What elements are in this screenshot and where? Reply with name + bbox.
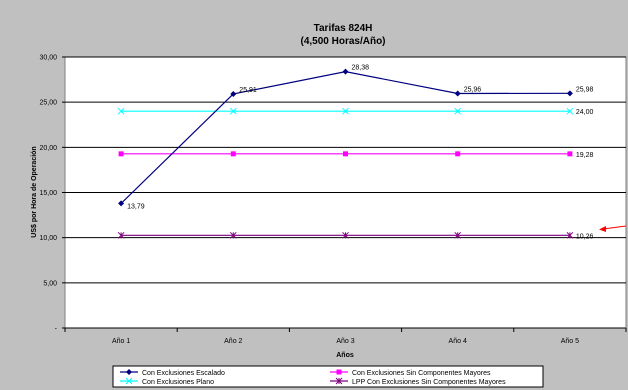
x-axis-title: Años bbox=[336, 352, 354, 359]
data-point bbox=[117, 107, 125, 115]
data-point bbox=[117, 231, 125, 239]
annotation-arrow bbox=[599, 225, 627, 232]
data-label: 25,98 bbox=[576, 86, 594, 93]
data-point bbox=[229, 231, 237, 239]
data-point bbox=[566, 231, 574, 239]
legend-item: Con Exclusiones Escalado bbox=[120, 369, 225, 377]
x-tick-label: Año 3 bbox=[336, 338, 354, 345]
series-2 bbox=[118, 151, 573, 157]
legend-item: LPP Con Exclusiones Sin Componentes Mayo… bbox=[330, 377, 506, 386]
legend-box bbox=[112, 365, 544, 388]
y-tick-label: 10,00 bbox=[39, 235, 57, 242]
data-label: 25,91 bbox=[239, 87, 257, 94]
data-point bbox=[118, 200, 125, 207]
data-label: 10,26 bbox=[576, 233, 594, 240]
data-point bbox=[566, 90, 573, 97]
x-tick-label: Año 5 bbox=[561, 338, 579, 345]
y-axis-title: US$ por Hora de Operación bbox=[31, 146, 38, 237]
data-label: 28,38 bbox=[352, 65, 370, 72]
data-point bbox=[566, 107, 574, 115]
x-tick-label: Año 4 bbox=[449, 338, 467, 345]
y-tick-label: - bbox=[55, 326, 58, 333]
data-point bbox=[230, 90, 237, 97]
series-4 bbox=[117, 231, 574, 239]
y-tick-label: 20,00 bbox=[39, 145, 57, 152]
data-labels: 13,79 25,91 28,38 25,96 25,98 19,28 24,00 10,26 bbox=[127, 65, 593, 241]
y-ticks: - 5,00 10,00 15,00 20,00 25,00 30,00 bbox=[39, 55, 65, 333]
data-point bbox=[454, 231, 462, 239]
legend-marker bbox=[335, 377, 343, 385]
y-tick-label: 15,00 bbox=[39, 190, 57, 197]
y-tick-label: 5,00 bbox=[43, 280, 57, 287]
series-1 bbox=[118, 68, 573, 207]
chart-subtitle: (4,500 Horas/Año) bbox=[300, 36, 385, 47]
data-point bbox=[118, 151, 124, 157]
data-point bbox=[567, 151, 573, 157]
series-layer bbox=[117, 68, 574, 239]
legend-label: Con Exclusiones Escalado bbox=[142, 370, 225, 377]
legend: Con Exclusiones Escalado Con Exclusiones … bbox=[112, 365, 544, 388]
data-label: 19,28 bbox=[576, 152, 594, 159]
y-tick-label: 30,00 bbox=[39, 55, 57, 62]
legend-items: Con Exclusiones Escalado Con Exclusiones … bbox=[120, 369, 506, 386]
data-point bbox=[229, 107, 237, 115]
legend-label: LPP Con Exclusiones Sin Componentes Mayo… bbox=[352, 379, 506, 386]
data-label: 24,00 bbox=[576, 109, 594, 116]
chart-title: Tarifas 824H bbox=[314, 23, 373, 34]
data-point bbox=[342, 107, 349, 115]
series-3 bbox=[117, 107, 574, 115]
x-ticks: Año 1 Año 2 Año 3 Año 4 Año 5 bbox=[64, 327, 627, 345]
legend-label: Con Exclusiones Plano bbox=[142, 379, 214, 386]
legend-marker bbox=[126, 369, 132, 375]
legend-item: Con Exclusiones Sin Componentes Mayores bbox=[330, 369, 491, 377]
legend-marker bbox=[336, 369, 342, 375]
legend-marker bbox=[125, 377, 133, 385]
data-point bbox=[343, 151, 348, 157]
x-tick-label: Año 1 bbox=[112, 338, 130, 345]
data-label: 25,96 bbox=[464, 86, 482, 93]
data-point bbox=[342, 231, 349, 239]
y-tick-label: 25,00 bbox=[39, 100, 57, 107]
legend-label: Con Exclusiones Sin Componentes Mayores bbox=[352, 370, 491, 377]
data-label: 13,79 bbox=[127, 203, 145, 210]
legend-item: Con Exclusiones Plano bbox=[120, 377, 214, 386]
data-point bbox=[454, 90, 461, 97]
data-point bbox=[455, 151, 461, 157]
x-tick-label: Año 2 bbox=[224, 338, 242, 345]
data-point bbox=[230, 151, 236, 157]
data-point bbox=[454, 107, 462, 115]
data-point bbox=[342, 68, 349, 75]
